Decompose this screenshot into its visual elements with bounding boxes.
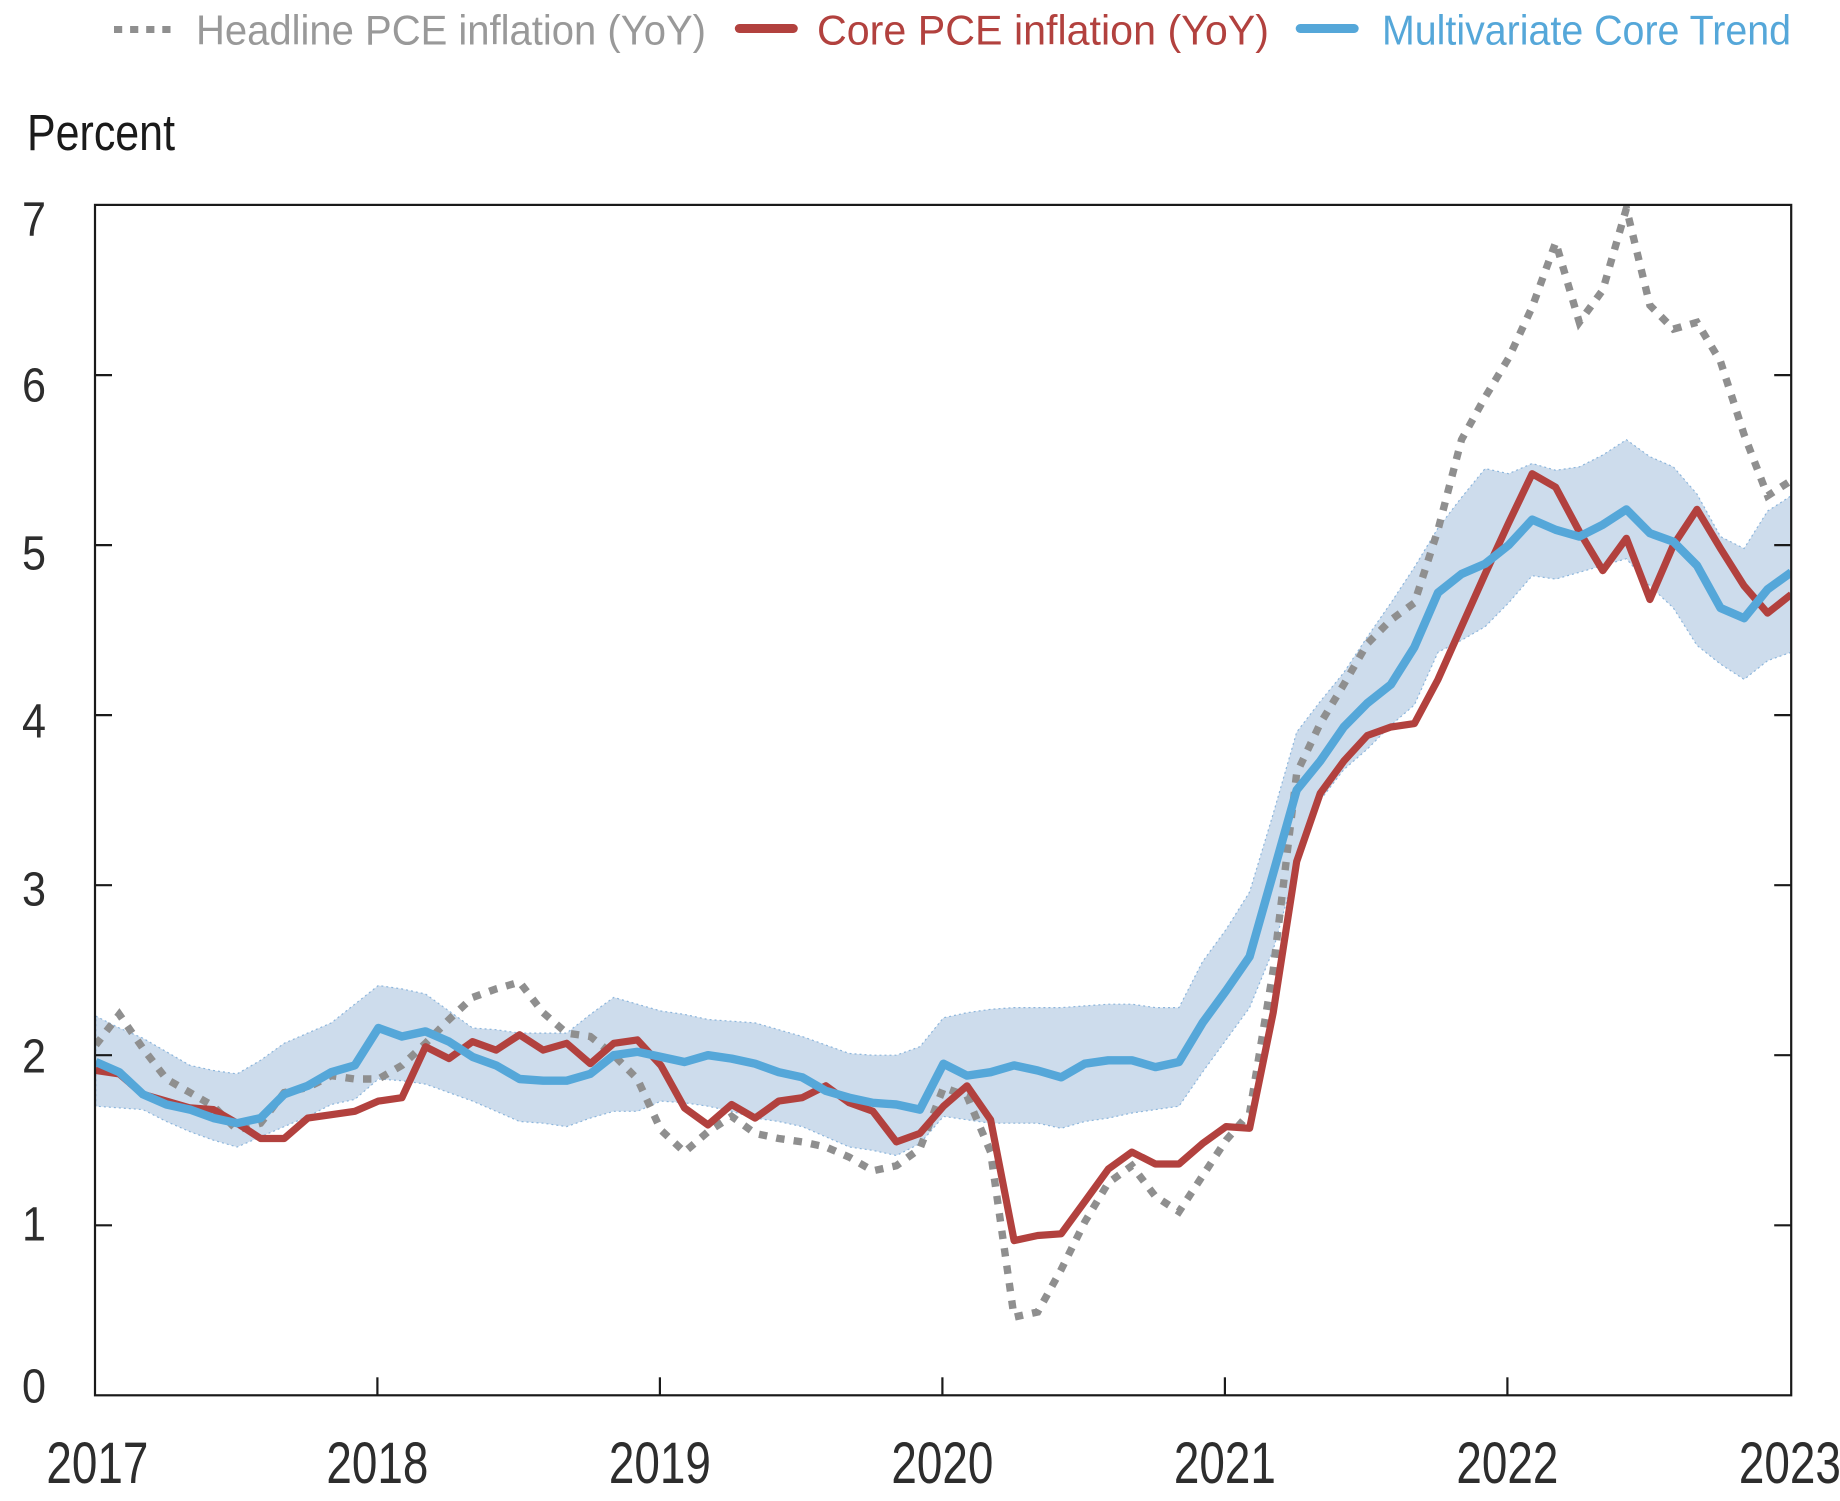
svg-text:2022: 2022 bbox=[1456, 1431, 1558, 1496]
svg-text:2017: 2017 bbox=[46, 1431, 148, 1496]
svg-text:Headline PCE inflation (YoY): Headline PCE inflation (YoY) bbox=[196, 7, 706, 54]
svg-text:7: 7 bbox=[22, 194, 46, 247]
svg-text:2: 2 bbox=[22, 1031, 46, 1084]
svg-text:4: 4 bbox=[22, 696, 46, 749]
svg-text:2023: 2023 bbox=[1739, 1431, 1840, 1496]
svg-text:1: 1 bbox=[22, 1199, 46, 1252]
svg-text:2021: 2021 bbox=[1174, 1431, 1276, 1496]
svg-text:2019: 2019 bbox=[609, 1431, 711, 1496]
svg-text:2020: 2020 bbox=[891, 1431, 993, 1496]
svg-text:5: 5 bbox=[22, 528, 46, 581]
svg-text:Multivariate Core Trend: Multivariate Core Trend bbox=[1382, 7, 1791, 54]
svg-text:0: 0 bbox=[22, 1361, 46, 1414]
svg-text:6: 6 bbox=[22, 360, 46, 413]
svg-text:3: 3 bbox=[22, 864, 46, 917]
svg-text:2018: 2018 bbox=[326, 1431, 428, 1496]
svg-text:Core PCE inflation (YoY): Core PCE inflation (YoY) bbox=[817, 7, 1269, 54]
svg-text:Percent: Percent bbox=[27, 104, 175, 161]
